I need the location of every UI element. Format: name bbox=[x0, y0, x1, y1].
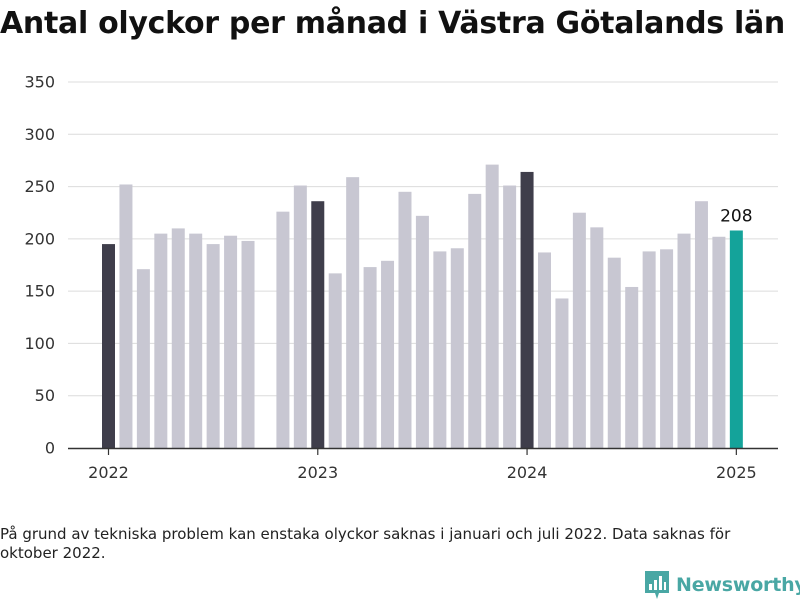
bar-2024-11 bbox=[694, 201, 708, 448]
bar-2024-03 bbox=[555, 298, 569, 448]
bar-2022-04 bbox=[154, 233, 168, 448]
bar-2022-05 bbox=[171, 228, 185, 448]
bar-2024-10 bbox=[677, 233, 691, 448]
bar-2023-08 bbox=[433, 251, 447, 448]
y-tick-label: 250 bbox=[24, 177, 55, 196]
bar-2024-09 bbox=[660, 249, 674, 448]
newsworthy-logo-icon bbox=[645, 571, 669, 599]
x-tick-label: 2025 bbox=[716, 463, 757, 482]
x-axis: 2022 2023 2024 2025 bbox=[68, 447, 778, 482]
bar-2023-01 bbox=[311, 201, 325, 448]
bar-2023-04 bbox=[363, 267, 377, 448]
y-axis-tick-labels: 0 50 100 150 200 250 300 350 bbox=[24, 73, 55, 458]
bar-2023-07 bbox=[415, 215, 429, 448]
bar-2023-09 bbox=[450, 248, 464, 448]
data-labels: 208 bbox=[720, 206, 752, 226]
brand-logo[interactable]: Newsworthy bbox=[644, 570, 800, 600]
bar-2022-03 bbox=[136, 269, 150, 448]
bar-2022-09 bbox=[241, 240, 255, 448]
x-tick-label: 2022 bbox=[88, 463, 129, 482]
y-tick-label: 100 bbox=[24, 334, 55, 353]
bar-2022-12 bbox=[293, 185, 307, 448]
bar-2025-01 bbox=[729, 230, 743, 448]
bar-2024-01 bbox=[520, 171, 534, 448]
data-label-latest: 208 bbox=[720, 206, 752, 226]
bar-2023-11 bbox=[485, 164, 499, 449]
y-tick-label: 300 bbox=[24, 125, 55, 144]
x-tick-label: 2024 bbox=[507, 463, 548, 482]
bar-2023-03 bbox=[346, 177, 360, 448]
bar-2023-12 bbox=[503, 185, 517, 448]
chart-title: Antal olyckor per månad i Västra Götalan… bbox=[0, 6, 785, 41]
bar-2023-02 bbox=[328, 273, 342, 448]
y-tick-label: 50 bbox=[35, 386, 55, 405]
bar-2024-07 bbox=[625, 286, 639, 448]
y-tick-label: 200 bbox=[24, 229, 55, 248]
bar-2024-05 bbox=[590, 227, 604, 448]
x-tick-label: 2023 bbox=[297, 463, 338, 482]
bar-2023-10 bbox=[468, 193, 482, 448]
y-tick-label: 350 bbox=[24, 73, 55, 92]
y-tick-label: 150 bbox=[24, 282, 55, 301]
bar-2022-11 bbox=[276, 211, 290, 448]
bar-2024-02 bbox=[538, 252, 551, 448]
brand-name: Newsworthy bbox=[676, 574, 800, 596]
y-tick-label: 0 bbox=[45, 439, 55, 458]
bar-2022-07 bbox=[206, 244, 220, 448]
bar-2024-12 bbox=[712, 236, 726, 448]
bar-2022-01 bbox=[102, 244, 115, 448]
bar-2023-05 bbox=[381, 260, 395, 448]
bar-2022-08 bbox=[224, 235, 238, 448]
bar-2022-06 bbox=[189, 233, 203, 448]
bar-2024-04 bbox=[572, 212, 586, 448]
bars bbox=[102, 164, 743, 449]
footnote: På grund av tekniska problem kan enstaka… bbox=[0, 525, 731, 562]
bar-2024-06 bbox=[607, 257, 621, 448]
bar-2023-06 bbox=[398, 191, 412, 449]
bar-2024-08 bbox=[642, 251, 656, 448]
bar-2022-02 bbox=[119, 184, 133, 449]
